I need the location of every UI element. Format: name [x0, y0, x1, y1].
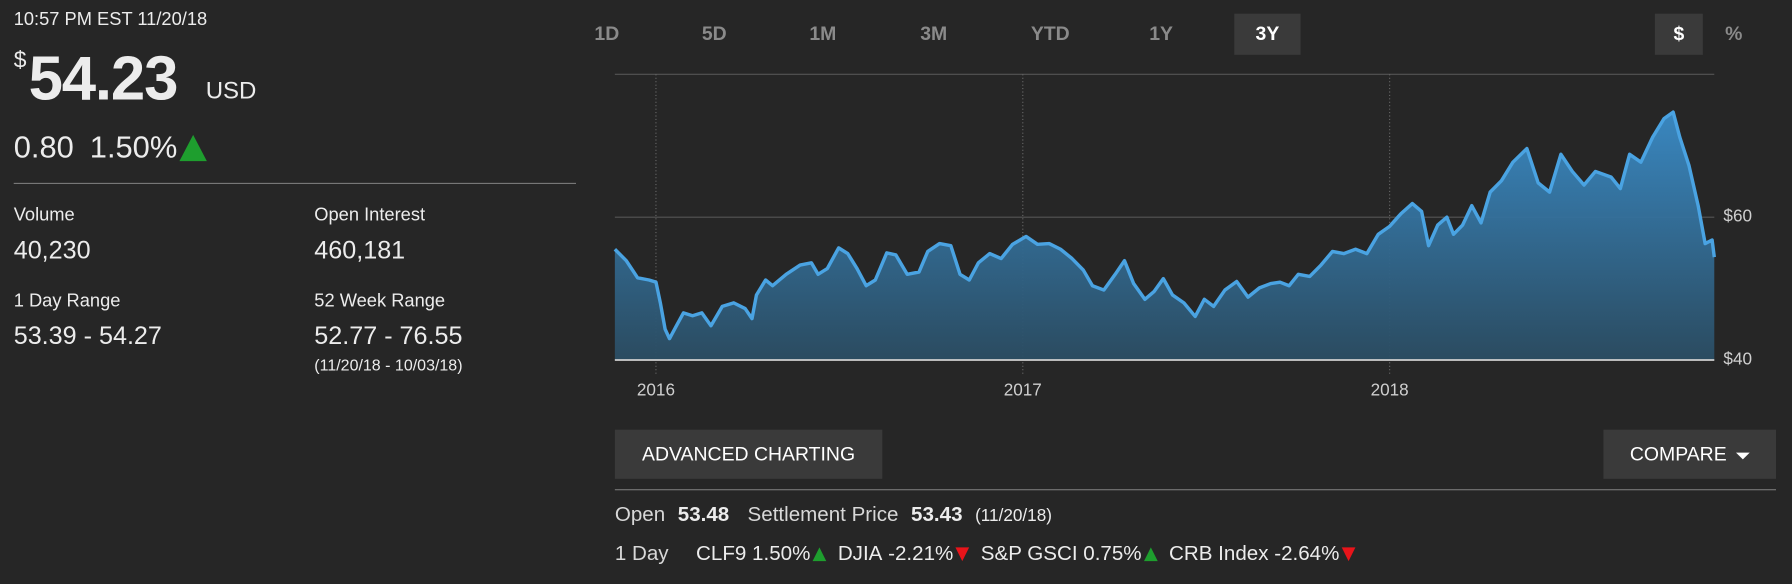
- stat-label: 1 Day Range: [13, 291, 121, 311]
- stat-label: 52 Week Range: [314, 291, 446, 311]
- related-arrow: [812, 546, 827, 561]
- x-tick-label: 2016: [637, 379, 675, 399]
- area-fill: [614, 112, 1715, 360]
- divider: [614, 489, 1776, 491]
- related-item: CRB Index -2.64%: [1169, 541, 1356, 566]
- range-tab[interactable]: 3M: [920, 22, 948, 45]
- range-tab[interactable]: 1M: [809, 22, 837, 45]
- timestamp: 10:57 PM EST 11/20/18: [13, 10, 208, 30]
- related-name: DJIA: [837, 541, 883, 565]
- related-arrow: [955, 546, 970, 561]
- related-arrow: [1143, 546, 1158, 561]
- open-label: Open: [614, 502, 666, 526]
- related-item: CLF9 1.50%: [696, 541, 827, 566]
- related-change: -2.64%: [1274, 541, 1340, 565]
- change-row: 0.80 1.50%: [14, 130, 207, 165]
- compare-button[interactable]: COMPARE: [1603, 429, 1776, 479]
- change: 0.80: [13, 130, 74, 165]
- open-value: 53.48: [677, 502, 730, 526]
- range-tab[interactable]: 1D: [594, 22, 620, 45]
- related-name: CLF9: [696, 541, 747, 565]
- range-tab[interactable]: 5D: [701, 22, 727, 45]
- summary: Open 53.48 Settlement Price 53.43 (11/20…: [615, 503, 1052, 527]
- stat-label: Open Interest: [314, 205, 426, 226]
- price: 54.23: [28, 44, 179, 114]
- related-arrow: [1341, 546, 1356, 561]
- stat-value: 40,230: [13, 235, 91, 264]
- currency: USD: [205, 77, 257, 104]
- related-item: S&P GSCI 0.75%: [981, 542, 1158, 566]
- related-label: 1 Day: [614, 541, 669, 565]
- stat-value: 52.77 - 76.55: [314, 321, 463, 350]
- related-name: CRB Index: [1169, 541, 1269, 565]
- change-percent: 1.50%: [89, 130, 178, 165]
- currency-symbol: $: [13, 47, 27, 74]
- settlement-label: Settlement Price: [747, 502, 899, 526]
- range-tab[interactable]: 3Y: [1234, 13, 1301, 55]
- change-arrow: [179, 134, 207, 162]
- settlement-date: (11/20/18): [975, 506, 1052, 526]
- x-tick-label: 2018: [1371, 379, 1409, 399]
- dropdown-caret: [1735, 452, 1750, 459]
- stat-value: 53.39 - 54.27: [13, 321, 162, 350]
- divider: [13, 182, 576, 184]
- related-name: S&P GSCI: [980, 541, 1078, 565]
- unit-tab[interactable]: %: [1725, 22, 1743, 45]
- related-item: DJIA -2.21%: [838, 542, 970, 566]
- settlement-value: 53.43: [911, 502, 963, 526]
- x-tick-label: 2017: [1004, 379, 1042, 399]
- related-change: 0.75%: [1083, 541, 1142, 565]
- stat-value: 460,181: [314, 235, 406, 264]
- y-tick-label: $60: [1723, 206, 1752, 226]
- advanced-charting-button[interactable]: ADVANCED CHARTING: [614, 429, 883, 479]
- chart: $60 $40 2016 2017 2018: [613, 73, 1752, 399]
- stat-note: (11/20/18 - 10/03/18): [314, 355, 463, 374]
- related-change: -2.21%: [888, 541, 954, 565]
- range-tab[interactable]: 1Y: [1149, 22, 1174, 45]
- related-markets: 1 Day CLF9 1.50% DJIA -2.21% S&P GSCI 0.75% CR…: [615, 542, 1367, 566]
- y-tick-label: $40: [1723, 349, 1752, 369]
- compare-label: COMPARE: [1629, 443, 1727, 466]
- related-change: 1.50%: [752, 541, 811, 565]
- unit-tab[interactable]: $: [1654, 13, 1703, 55]
- price-line: [613, 110, 1716, 341]
- stat-label: Volume: [13, 205, 75, 226]
- range-tab[interactable]: YTD: [1030, 22, 1070, 45]
